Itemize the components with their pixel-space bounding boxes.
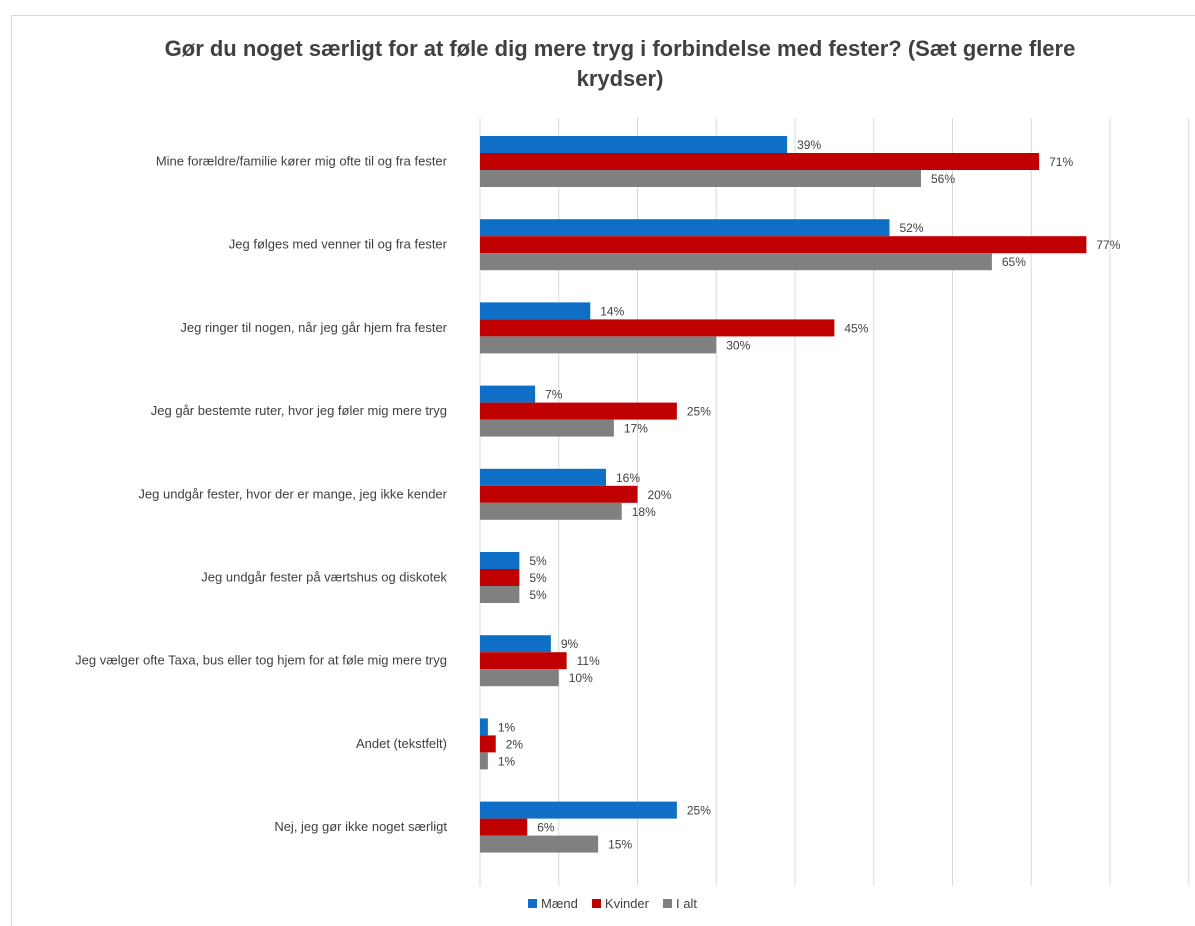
bar <box>480 302 591 320</box>
bar <box>480 336 717 354</box>
bar <box>480 385 536 403</box>
legend-item-i-alt: I alt <box>662 896 697 911</box>
bar <box>480 835 599 853</box>
data-label: 77% <box>1096 238 1120 252</box>
legend-swatch-i-alt <box>662 899 672 908</box>
data-label: 56% <box>931 172 955 186</box>
category-label: Jeg undgår fester, hvor der er mange, je… <box>138 486 447 501</box>
category-label: Mine forældre/familie kører mig ofte til… <box>156 154 448 169</box>
data-label: 9% <box>561 637 579 651</box>
bar <box>480 502 622 520</box>
data-label: 6% <box>537 821 555 835</box>
bar <box>480 752 488 770</box>
category-label: Jeg følges med venner til og fra fester <box>229 237 448 252</box>
legend-item-maend: Mænd <box>528 896 578 911</box>
chart-title: Gør du noget særligt for at føle dig mer… <box>164 36 1076 91</box>
legend: Mænd Kvinder I alt <box>0 896 1195 911</box>
bar <box>480 801 677 819</box>
data-label: 18% <box>632 505 656 519</box>
legend-item-kvinder: Kvinder <box>591 896 649 911</box>
legend-swatch-kvinder <box>591 899 601 908</box>
bar <box>480 153 1040 170</box>
data-label: 45% <box>844 321 868 335</box>
category-label: Jeg ringer til nogen, når jeg går hjem f… <box>180 320 447 335</box>
bar <box>480 253 992 271</box>
bar <box>480 236 1087 254</box>
bar <box>480 569 520 586</box>
data-label: 7% <box>545 388 563 402</box>
bar <box>480 718 488 736</box>
data-label: 39% <box>797 138 821 152</box>
category-label: Jeg undgår fester på værtshus og diskote… <box>201 570 447 585</box>
category-label: Jeg vælger ofte Taxa, bus eller tog hjem… <box>75 653 447 668</box>
bar <box>480 219 890 237</box>
chart-frame <box>11 15 1195 926</box>
category-label: Nej, jeg gør ikke noget særligt <box>274 819 447 834</box>
bar <box>480 402 677 420</box>
bar <box>480 419 614 437</box>
bar <box>480 136 788 153</box>
bar <box>480 319 835 337</box>
data-label: 16% <box>616 471 640 485</box>
legend-swatch-maend <box>528 899 538 908</box>
data-label: 10% <box>569 671 593 685</box>
legend-label-i-alt: I alt <box>675 896 697 911</box>
data-label: 20% <box>648 488 672 502</box>
data-label: 5% <box>529 571 547 585</box>
bar <box>480 635 551 653</box>
data-label: 5% <box>529 554 547 568</box>
data-label: 25% <box>687 804 711 818</box>
data-label: 52% <box>900 221 924 235</box>
data-label: 2% <box>506 737 524 751</box>
data-label: 14% <box>600 304 624 318</box>
data-label: 1% <box>498 720 516 734</box>
bar <box>480 735 496 753</box>
bar <box>480 485 638 503</box>
legend-label-kvinder: Kvinder <box>604 896 649 911</box>
data-label: 65% <box>1002 255 1026 269</box>
legend-label-maend: Mænd <box>541 896 578 911</box>
bar <box>480 468 606 486</box>
bar <box>480 170 921 187</box>
data-label: 5% <box>529 588 547 602</box>
data-label: 17% <box>624 422 648 436</box>
data-label: 30% <box>726 338 750 352</box>
bar <box>480 652 567 670</box>
category-label: Jeg går bestemte ruter, hvor jeg føler m… <box>151 403 447 418</box>
data-label: 71% <box>1049 155 1073 169</box>
data-label: 11% <box>577 654 600 668</box>
category-label: Andet (tekstfelt) <box>356 736 447 751</box>
bar <box>480 552 520 569</box>
bar <box>480 586 520 603</box>
bar <box>480 818 528 836</box>
data-label: 1% <box>498 754 516 768</box>
data-label: 15% <box>608 838 632 852</box>
data-label: 25% <box>687 405 711 419</box>
bar <box>480 669 559 687</box>
